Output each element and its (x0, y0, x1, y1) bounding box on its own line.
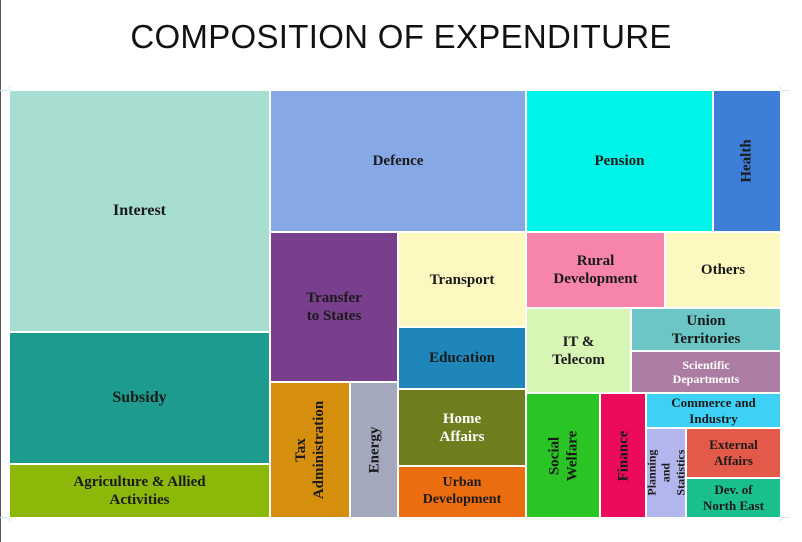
treemap-tile: Interest (9, 90, 270, 332)
tile-label: Finance (615, 430, 631, 481)
treemap-tile: Subsidy (9, 332, 270, 464)
tile-label: Interest (112, 202, 167, 220)
tile-label: Social Welfare (545, 430, 580, 481)
tile-label: External Affairs (709, 437, 758, 468)
treemap-tile: Commerce and Industry (646, 393, 781, 428)
treemap-tile: Agriculture & Allied Activities (9, 464, 270, 518)
treemap-tile: Home Affairs (398, 389, 526, 466)
treemap-tile: Defence (270, 90, 526, 232)
treemap-tile: Scientific Departments (631, 351, 781, 393)
tile-label: Others (700, 262, 746, 278)
tile-label: Energy (366, 426, 383, 474)
tile-label: Scientific Departments (672, 357, 740, 386)
tile-label: Agriculture & Allied Activities (73, 474, 206, 508)
tile-label: Commerce and Industry (671, 394, 756, 426)
left-edge-line (0, 0, 1, 542)
treemap-tile: Transport (398, 232, 526, 327)
tile-label: Subsidy (112, 389, 167, 407)
treemap-tile: IT & Telecom (526, 308, 631, 393)
treemap-tile: Health (713, 90, 781, 232)
tile-label: Transport (429, 271, 495, 288)
tile-label: Rural Development (553, 253, 638, 287)
treemap-tile: Finance (600, 393, 646, 518)
tile-label: Defence (372, 153, 424, 169)
treemap: Interest Subsidy Agriculture & Allied Acti… (0, 86, 790, 522)
chart-title: COMPOSITION OF EXPENDITURE (130, 18, 672, 55)
tile-label: Union Territories (671, 312, 741, 347)
tile-label: Pension (594, 153, 645, 169)
treemap-tile: Pension (526, 90, 713, 232)
treemap-tile: Energy (350, 382, 398, 518)
tile-label: Tax Administration (293, 400, 327, 500)
tile-label: Home Affairs (439, 410, 485, 445)
tile-label: Transfer to States (306, 290, 362, 324)
treemap-tile: Dev. of North East (686, 478, 781, 518)
tile-label: Health (739, 139, 755, 183)
tile-label: Dev. of North East (702, 482, 765, 513)
treemap-tile: External Affairs (686, 428, 781, 478)
treemap-tile: Urban Development (398, 466, 526, 518)
tile-label: Urban Development (422, 475, 502, 507)
tile-label: IT & Telecom (552, 333, 605, 368)
tile-label: Education (429, 350, 495, 366)
tile-label: Planning and Statistics (644, 449, 688, 497)
treemap-tile: Rural Development (526, 232, 665, 308)
treemap-tile: Others (665, 232, 781, 308)
treemap-tile: Transfer to States (270, 232, 398, 382)
treemap-tile: Union Territories (631, 308, 781, 351)
treemap-tile: Education (398, 327, 526, 389)
treemap-tile: Planning and Statistics (644, 428, 688, 518)
treemap-tile: Tax Administration (270, 382, 350, 518)
treemap-tile: Social Welfare (526, 393, 600, 518)
